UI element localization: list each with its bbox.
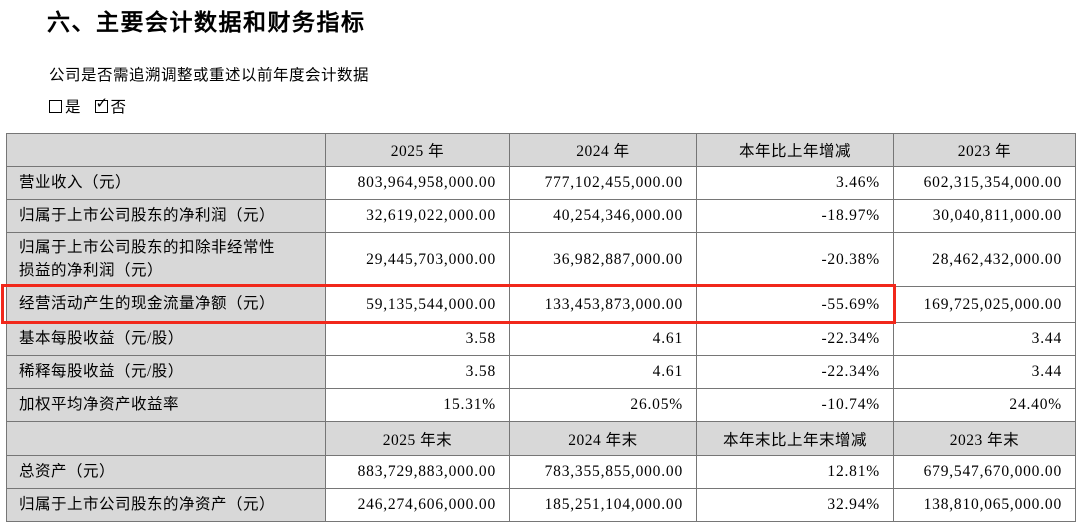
table-row-net-assets: 归属于上市公司股东的净资产（元） 246,274,606,000.00 185,…: [6, 488, 1076, 522]
cell-value: 3.44: [893, 355, 1076, 389]
financial-indicators-table: 2025 年 2024 年 本年比上年增减 2023 年 营业收入（元） 803…: [6, 133, 1076, 522]
cell-value: 133,453,873,000.00: [509, 286, 697, 323]
cell-value: 138,810,065,000.00: [893, 488, 1076, 522]
cell-value: 36,982,887,000.00: [509, 232, 697, 287]
cell-value: 246,274,606,000.00: [325, 488, 510, 522]
row-label: 经营活动产生的现金流量净额（元）: [6, 286, 326, 323]
checkbox-no-label: 否: [110, 99, 127, 116]
checkbox-yes-label: 是: [65, 99, 81, 116]
cell-value: 15.31%: [325, 388, 510, 422]
cell-value: -10.74%: [696, 388, 894, 422]
checkbox-no[interactable]: ✓ 否: [94, 95, 127, 117]
table-header-row-yearend: 2025 年末 2024 年末 本年末比上年末增减 2023 年末: [6, 421, 1076, 456]
cell-value: 24.40%: [893, 388, 1076, 422]
cell-value: 28,462,432,000.00: [893, 232, 1076, 287]
table-row-operating-cash-flow: 经营活动产生的现金流量净额（元） 59,135,544,000.00 133,4…: [6, 286, 1076, 323]
cell-value: 59,135,544,000.00: [325, 286, 510, 323]
checkbox-checked-icon: ✓: [94, 95, 108, 113]
table-row-net-profit-excl-nonrecurring: 归属于上市公司股东的扣除非经常性 损益的净利润（元） 29,445,703,00…: [6, 232, 1076, 287]
table-row-net-profit: 归属于上市公司股东的净利润（元） 32,619,022,000.00 40,25…: [6, 199, 1076, 233]
cell-value: 32.94%: [696, 488, 894, 522]
cell-value: 777,102,455,000.00: [509, 166, 697, 200]
header-cell-2023-end: 2023 年末: [893, 421, 1076, 456]
header-cell-yoy-change: 本年比上年增减: [696, 133, 894, 167]
cell-value: 3.58: [325, 322, 510, 356]
header-cell-blank: [6, 421, 326, 456]
cell-value: 883,729,883,000.00: [325, 455, 510, 489]
cell-value: 185,251,104,000.00: [509, 488, 697, 522]
table-row-basic-eps: 基本每股收益（元/股） 3.58 4.61 -22.34% 3.44: [6, 322, 1076, 356]
header-cell-2023: 2023 年: [893, 133, 1076, 167]
header-cell-yearend-change: 本年末比上年末增减: [696, 421, 894, 456]
cell-value: -22.34%: [696, 322, 894, 356]
header-cell-blank: [6, 133, 326, 167]
cell-value: 3.46%: [696, 166, 894, 200]
cell-value: 679,547,670,000.00: [893, 455, 1076, 489]
restatement-question: 公司是否需追溯调整或重述以前年度会计数据: [49, 67, 370, 84]
checkbox-unchecked-icon: [49, 99, 62, 113]
cell-value: 4.61: [509, 355, 697, 389]
table-row-weighted-roe: 加权平均净资产收益率 15.31% 26.05% -10.74% 24.40%: [6, 388, 1076, 422]
cell-value: -18.97%: [696, 199, 894, 233]
cell-value: 12.81%: [696, 455, 894, 489]
cell-value: 602,315,354,000.00: [893, 166, 1076, 200]
cell-value: 29,445,703,000.00: [325, 232, 510, 287]
row-label: 基本每股收益（元/股）: [6, 322, 326, 356]
row-label: 归属于上市公司股东的净资产（元）: [6, 488, 326, 522]
cell-value: 4.61: [509, 322, 697, 356]
cell-value: 169,725,025,000.00: [893, 286, 1076, 323]
header-cell-2025: 2025 年: [325, 133, 510, 167]
table-row-diluted-eps: 稀释每股收益（元/股） 3.58 4.61 -22.34% 3.44: [6, 355, 1076, 389]
table-header-row-annual: 2025 年 2024 年 本年比上年增减 2023 年: [6, 133, 1076, 167]
cell-value: 26.05%: [509, 388, 697, 422]
row-label: 营业收入（元）: [6, 166, 326, 200]
cell-value: 3.44: [893, 322, 1076, 356]
header-cell-2024-end: 2024 年末: [509, 421, 697, 456]
section-title: 六、主要会计数据和财务指标: [47, 10, 366, 35]
cell-value: -20.38%: [696, 232, 894, 287]
checkbox-yes[interactable]: 是: [49, 95, 81, 117]
table-row-revenue: 营业收入（元） 803,964,958,000.00 777,102,455,0…: [6, 166, 1076, 200]
restatement-answer: 是 ✓ 否: [49, 95, 126, 117]
row-label: 归属于上市公司股东的净利润（元）: [6, 199, 326, 233]
cell-value: 3.58: [325, 355, 510, 389]
header-cell-2024: 2024 年: [509, 133, 697, 167]
row-label: 稀释每股收益（元/股）: [6, 355, 326, 389]
table-row-total-assets: 总资产（元） 883,729,883,000.00 783,355,855,00…: [6, 455, 1076, 489]
cell-value: 30,040,811,000.00: [893, 199, 1076, 233]
row-label: 归属于上市公司股东的扣除非经常性 损益的净利润（元）: [6, 232, 326, 287]
cell-value: 32,619,022,000.00: [325, 199, 510, 233]
cell-value: -22.34%: [696, 355, 894, 389]
header-cell-2025-end: 2025 年末: [325, 421, 510, 456]
row-label: 加权平均净资产收益率: [6, 388, 326, 422]
cell-value: 40,254,346,000.00: [509, 199, 697, 233]
check-icon: ✓: [95, 93, 109, 112]
cell-value: -55.69%: [696, 286, 894, 323]
row-label: 总资产（元）: [6, 455, 326, 489]
cell-value: 783,355,855,000.00: [509, 455, 697, 489]
cell-value: 803,964,958,000.00: [325, 166, 510, 200]
